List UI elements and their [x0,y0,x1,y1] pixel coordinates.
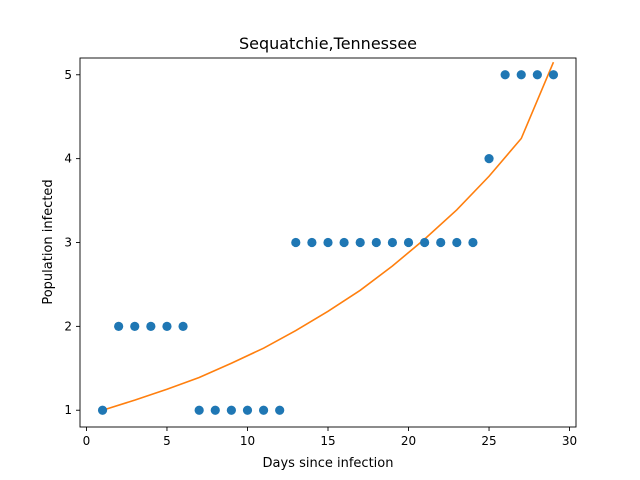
data-point [162,321,172,331]
x-tick-label: 10 [240,434,255,448]
data-point [403,237,414,248]
data-point [307,237,317,248]
y-tick-label: 4 [64,152,72,166]
data-point [178,321,188,331]
data-point [452,237,462,248]
x-tick-label: 25 [481,434,496,448]
y-axis-label: Population infected [41,179,56,304]
x-tick-label: 5 [163,434,171,448]
data-point [436,237,446,248]
data-point [468,237,478,248]
data-point [258,405,269,415]
x-tick-label: 30 [562,434,577,448]
data-point [548,70,559,80]
axes: 0 5 10 15 20 25 30 1 2 3 4 5 [64,57,577,448]
x-tick-label: 20 [401,434,416,448]
fit-line [102,61,555,411]
data-point [210,405,220,415]
data-point [387,237,398,248]
x-tick-label: 0 [83,434,91,448]
chart-title: Sequatchie,Tennessee [239,34,417,53]
data-point [275,405,285,415]
data-point [371,237,381,248]
data-point [532,70,542,80]
data-point [339,237,349,248]
y-tick-label: 1 [64,403,72,417]
data-point [194,405,204,415]
plot-area [97,61,559,415]
data-point [516,70,526,80]
data-point [114,321,124,331]
x-axis-label: Days since infection [263,456,394,471]
data-point [500,70,510,80]
data-point [291,237,301,248]
data-point [130,321,140,331]
y-tick-label: 2 [64,319,72,333]
data-point [484,154,494,164]
data-point [146,321,156,331]
data-point [420,237,430,248]
data-point [226,405,236,415]
x-tick-label: 15 [320,434,335,448]
data-point [355,237,365,248]
data-point [242,405,253,415]
data-point [323,237,333,248]
y-tick-label: 5 [64,68,72,82]
data-point [97,405,108,415]
y-tick-label: 3 [64,236,72,250]
